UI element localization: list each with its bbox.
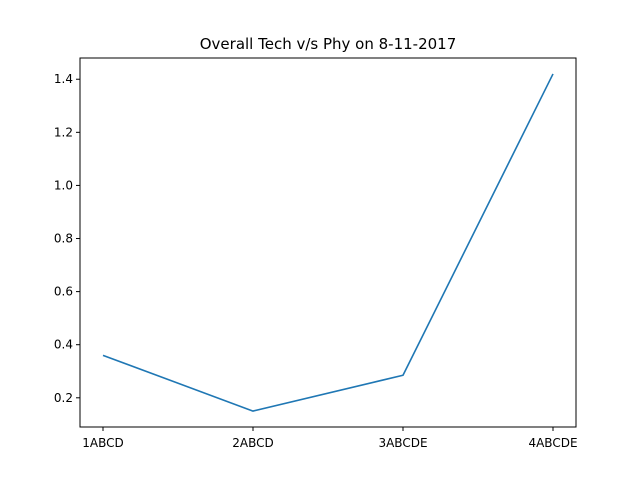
x-tick-label: 4ABCDE bbox=[528, 436, 577, 450]
y-tick-label: 0.6 bbox=[54, 285, 73, 299]
series-line bbox=[102, 73, 554, 412]
x-axis: 1ABCD 2ABCD 3ABCDE 4ABCDE bbox=[82, 427, 578, 450]
x-tick-label: 2ABCD bbox=[232, 436, 273, 450]
y-tick-label: 1.2 bbox=[54, 125, 73, 139]
y-tick-label: 0.2 bbox=[54, 391, 73, 405]
y-tick-label: 0.8 bbox=[54, 232, 73, 246]
chart-title: Overall Tech v/s Phy on 8-11-2017 bbox=[200, 35, 457, 53]
y-axis: 0.2 0.4 0.6 0.8 1.0 1.2 1.4 bbox=[54, 72, 80, 405]
y-tick-label: 1.0 bbox=[54, 178, 73, 192]
x-tick-label: 3ABCDE bbox=[378, 436, 427, 450]
y-tick-label: 0.4 bbox=[54, 338, 73, 352]
x-tick-label: 1ABCD bbox=[82, 436, 123, 450]
plot-frame bbox=[79, 57, 577, 428]
y-tick-label: 1.4 bbox=[54, 72, 73, 86]
plot-series bbox=[102, 73, 554, 412]
